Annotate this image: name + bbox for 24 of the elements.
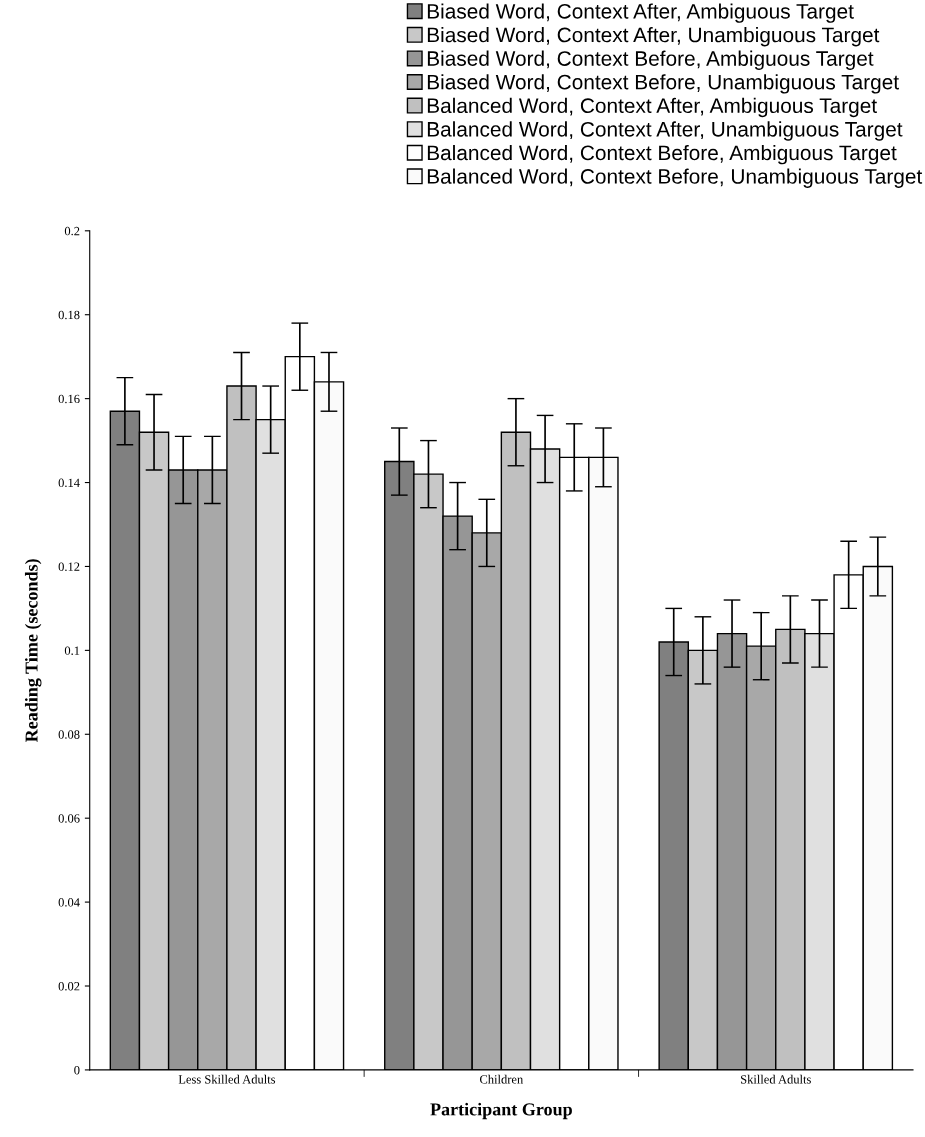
y-tick-label: 0 bbox=[74, 1065, 80, 1075]
y-tick-label: 0.04 bbox=[58, 898, 80, 907]
y-tick-label: 0.02 bbox=[58, 982, 80, 991]
x-tick-label: Children bbox=[479, 1074, 524, 1084]
x-tick-label: Less Skilled Adults bbox=[178, 1074, 276, 1084]
y-tick-label: 0.1 bbox=[64, 646, 80, 655]
y-tick-label: 0.2 bbox=[64, 226, 80, 236]
legend-label: Balanced Word, Context Before, Unambiguous Target bbox=[427, 168, 923, 188]
x-axis-title: Participant Group bbox=[430, 1102, 572, 1120]
y-tick-label: 0.16 bbox=[58, 394, 80, 404]
y-tick-label: 0.12 bbox=[58, 562, 80, 571]
legend-label: Biased Word, Context After, Unambiguous Target bbox=[427, 27, 880, 47]
legend-label: Biased Word, Context After, Ambiguous Target bbox=[427, 3, 854, 23]
legend-label: Biased Word, Context Before, Unambiguous Target bbox=[427, 74, 899, 94]
y-tick-label: 0.08 bbox=[58, 730, 80, 739]
legend-label: Biased Word, Context Before, Ambiguous Target bbox=[427, 50, 874, 71]
y-axis-title: Reading Time (seconds) bbox=[24, 559, 42, 743]
y-tick-label: 0.14 bbox=[58, 478, 80, 488]
y-tick-label: 0.06 bbox=[58, 814, 80, 823]
x-tick-label: Skilled Adults bbox=[741, 1074, 811, 1084]
y-tick-label: 0.18 bbox=[58, 310, 80, 320]
legend-label: Balanced Word, Context Before, Ambiguous Target bbox=[427, 144, 897, 165]
legend-label: Balanced Word, Context After, Ambiguous Target bbox=[427, 97, 877, 118]
legend-label: Balanced Word, Context After, Unambiguous Target bbox=[427, 121, 903, 141]
